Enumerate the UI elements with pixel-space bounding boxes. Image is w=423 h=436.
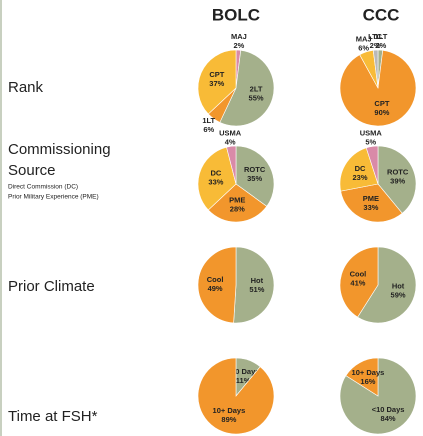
slice-name: <10 Days xyxy=(227,367,260,376)
slice-name: ROTC xyxy=(387,167,409,176)
slice-name: MAJ xyxy=(356,34,372,43)
slice-name: PME xyxy=(363,194,379,203)
slice-label: 51% xyxy=(249,285,264,294)
slice-label: 33% xyxy=(208,178,223,187)
slice-label: 16% xyxy=(360,377,375,386)
slice-name: CPT xyxy=(209,70,224,79)
slice-label: 6% xyxy=(358,43,369,52)
pie-slice xyxy=(226,145,237,185)
slice-name: Hot xyxy=(392,281,405,290)
pie-slice xyxy=(197,246,237,324)
slice-name: USMA xyxy=(219,128,242,137)
slice-label: 41% xyxy=(350,279,365,288)
slice-name: LTC xyxy=(368,32,383,41)
slice-name: Cool xyxy=(207,275,224,284)
slice-name: 1LT xyxy=(202,116,215,125)
slice-label: 11% xyxy=(236,376,251,385)
slice-label: 5% xyxy=(365,138,376,147)
slice-label: 33% xyxy=(363,203,378,212)
slice-label: 89% xyxy=(221,415,236,424)
column-header: BOLC xyxy=(212,5,260,24)
slice-name: MAJ xyxy=(231,32,247,41)
pie-slice xyxy=(235,145,275,207)
column-header: CCC xyxy=(363,5,400,24)
slice-label: 84% xyxy=(381,414,396,423)
slice-name: ROTC xyxy=(244,165,266,174)
slice-name: DC xyxy=(355,164,366,173)
pie-slice xyxy=(365,145,379,185)
row-note: Direct Commission (DC) xyxy=(8,184,78,191)
pie-slice xyxy=(233,246,275,324)
slice-name: Hot xyxy=(251,276,264,285)
pie-slice xyxy=(197,357,275,435)
slice-label: 90% xyxy=(374,108,389,117)
slice-label: 6% xyxy=(203,125,214,134)
row-label: Commissioning xyxy=(8,141,111,158)
slice-label: 35% xyxy=(247,174,262,183)
row-label: Prior Climate xyxy=(8,278,95,295)
pie-slice xyxy=(377,145,417,214)
slice-label: 55% xyxy=(249,93,264,102)
pie-slice xyxy=(372,49,379,89)
pie-slice xyxy=(339,246,379,318)
pie-slice xyxy=(340,183,403,223)
slice-name: PME xyxy=(229,195,245,204)
row-label: Time at FSH* xyxy=(8,408,98,425)
slice-label: 2% xyxy=(370,41,381,50)
slice-name: 1LT xyxy=(375,32,388,41)
pie-slice xyxy=(339,147,379,192)
pie-slice xyxy=(345,357,379,397)
slice-name: 10+ Days xyxy=(213,406,246,415)
slice-label: 49% xyxy=(208,284,223,293)
row-label: Rank xyxy=(8,79,44,96)
slice-label: 4% xyxy=(225,137,236,146)
slice-label: 59% xyxy=(391,290,406,299)
slice-name: 2LT xyxy=(250,84,263,93)
row-label: Source xyxy=(8,162,56,179)
slice-name: USMA xyxy=(360,129,383,138)
slice-name: Cool xyxy=(350,270,367,279)
pie-slice xyxy=(339,49,417,127)
slice-label: 28% xyxy=(230,204,245,213)
slice-label: 37% xyxy=(209,79,224,88)
pie-slice xyxy=(219,49,275,127)
slice-label: 2% xyxy=(375,41,386,50)
slice-label: 23% xyxy=(353,173,368,182)
slice-name: DC xyxy=(211,169,222,178)
slice-name: 10+ Days xyxy=(352,368,385,377)
row-note: Prior Military Experience (PME) xyxy=(8,194,99,201)
pie-slice xyxy=(207,183,268,223)
pie-slice xyxy=(197,146,237,211)
slice-label: 2% xyxy=(233,41,244,50)
pie-slice xyxy=(357,246,417,324)
slice-name: <10 Days xyxy=(372,405,405,414)
slice-name: CPT xyxy=(374,99,389,108)
pie-slice xyxy=(197,49,237,115)
slice-label: 39% xyxy=(390,176,405,185)
